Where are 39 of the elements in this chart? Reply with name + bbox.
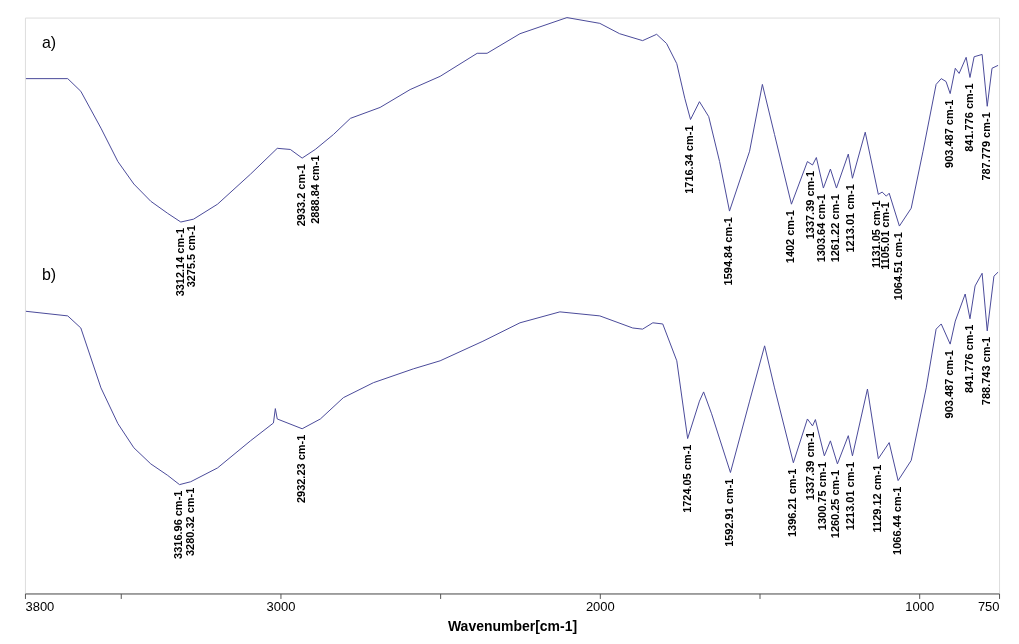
annotation: 1303.64 cm-1 bbox=[815, 194, 828, 263]
annotation: 2933.2 cm-1 bbox=[294, 164, 307, 227]
annotation: 1213.01 cm-1 bbox=[844, 184, 857, 253]
annotation: 3316.96 cm-1 bbox=[172, 490, 185, 559]
annotation: 788.743 cm-1 bbox=[979, 336, 992, 406]
annotation: 2932.23 cm-1 bbox=[295, 434, 308, 504]
x-tick-label: 750 bbox=[977, 598, 1000, 614]
x-tick-label: 3800 bbox=[25, 598, 55, 614]
annotation: 841.776 cm-1 bbox=[962, 324, 975, 394]
annotation: 1724.05 cm-1 bbox=[680, 444, 693, 513]
annotation: 1337.39 cm-1 bbox=[804, 431, 817, 501]
annotation: 1337.39 cm-1 bbox=[804, 171, 817, 240]
annotation: 1129.12 cm-1 bbox=[870, 464, 883, 533]
annotation: 903.487 cm-1 bbox=[943, 350, 956, 419]
annotation: 1261.22 cm-1 bbox=[828, 194, 841, 263]
series-label: a) bbox=[41, 33, 57, 51]
annotation: 1213.01 cm-1 bbox=[844, 461, 857, 531]
annotation: 1064.51 cm-1 bbox=[891, 232, 904, 301]
annotation: 1300.75 cm-1 bbox=[816, 461, 829, 531]
annotation: 3312.14 cm-1 bbox=[173, 228, 186, 297]
annotation: 787.779 cm-1 bbox=[979, 112, 992, 181]
annotation: 1396.21 cm-1 bbox=[785, 468, 798, 538]
x-tick-label: 3000 bbox=[266, 598, 296, 614]
annotation: 2888.84 cm-1 bbox=[308, 155, 321, 224]
annotation: 1131.05 cm-1 bbox=[870, 200, 883, 269]
annotation: 1594.84 cm-1 bbox=[722, 217, 735, 286]
annotation: 1402 cm-1 bbox=[783, 210, 796, 264]
annotation: 1066.44 cm-1 bbox=[890, 486, 903, 555]
x-tick-label: 1000 bbox=[905, 598, 935, 614]
x-axis-title: Wavenumber[cm-1] bbox=[447, 617, 578, 634]
annotation: 1716.34 cm-1 bbox=[683, 125, 696, 194]
x-tick-label: 2000 bbox=[585, 598, 615, 614]
series-label: b) bbox=[41, 266, 57, 284]
annotation: 1592.91 cm-1 bbox=[722, 478, 735, 547]
annotation: 841.776 cm-1 bbox=[962, 83, 975, 152]
annotation: 3275.5 cm-1 bbox=[185, 225, 198, 288]
annotation: 3280.32 cm-1 bbox=[183, 487, 196, 557]
annotation: 1260.25 cm-1 bbox=[829, 469, 842, 539]
annotation: 903.487 cm-1 bbox=[943, 99, 956, 168]
